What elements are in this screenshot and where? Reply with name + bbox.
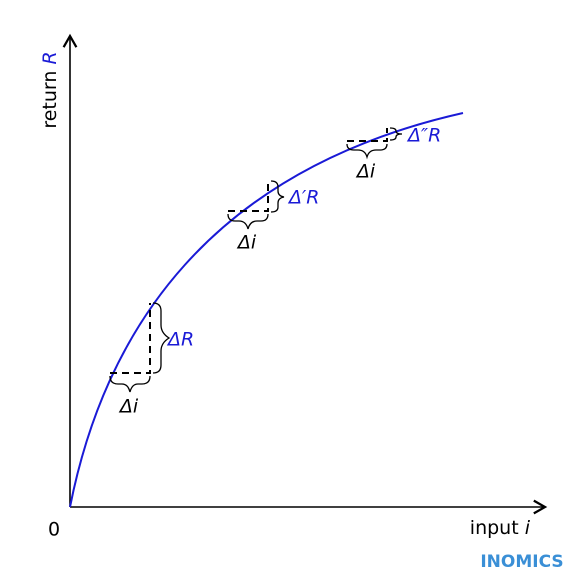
rise-label: Δ″R — [406, 125, 441, 147]
step-lines — [110, 128, 388, 374]
x-axis-label: input i — [470, 517, 531, 539]
return-curve — [69, 112, 464, 508]
rise-label: ΔR — [166, 329, 194, 351]
rise-label: Δ′R — [287, 187, 320, 209]
run-label: Δi — [236, 232, 257, 254]
run-label: Δi — [355, 161, 376, 183]
run-label: Δi — [118, 396, 139, 418]
y-axis-label: return R — [39, 51, 61, 128]
origin-label: 0 — [48, 519, 60, 541]
braces — [109, 127, 403, 393]
brand: INOMICS — [480, 552, 563, 572]
